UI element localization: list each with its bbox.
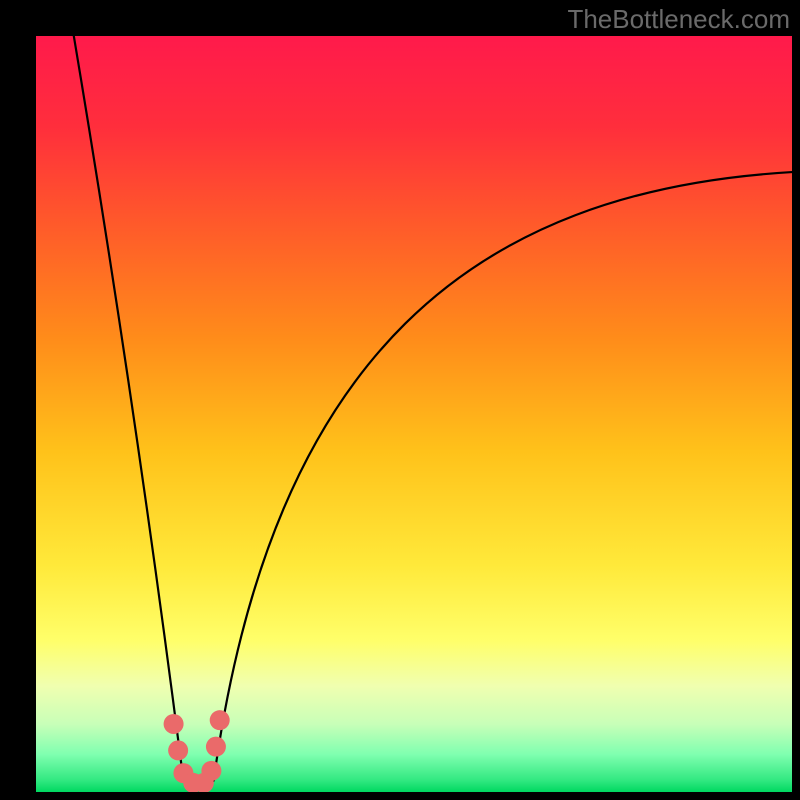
marker-dot (201, 761, 221, 781)
watermark-text: TheBottleneck.com (567, 4, 790, 35)
markers-group (164, 710, 230, 792)
curve-layer (36, 36, 792, 792)
bottleneck-curve (74, 36, 792, 783)
marker-dot (210, 710, 230, 730)
marker-dot (206, 737, 226, 757)
chart-root: TheBottleneck.com (0, 0, 800, 800)
marker-dot (164, 714, 184, 734)
plot-area (36, 36, 792, 792)
marker-dot (168, 740, 188, 760)
